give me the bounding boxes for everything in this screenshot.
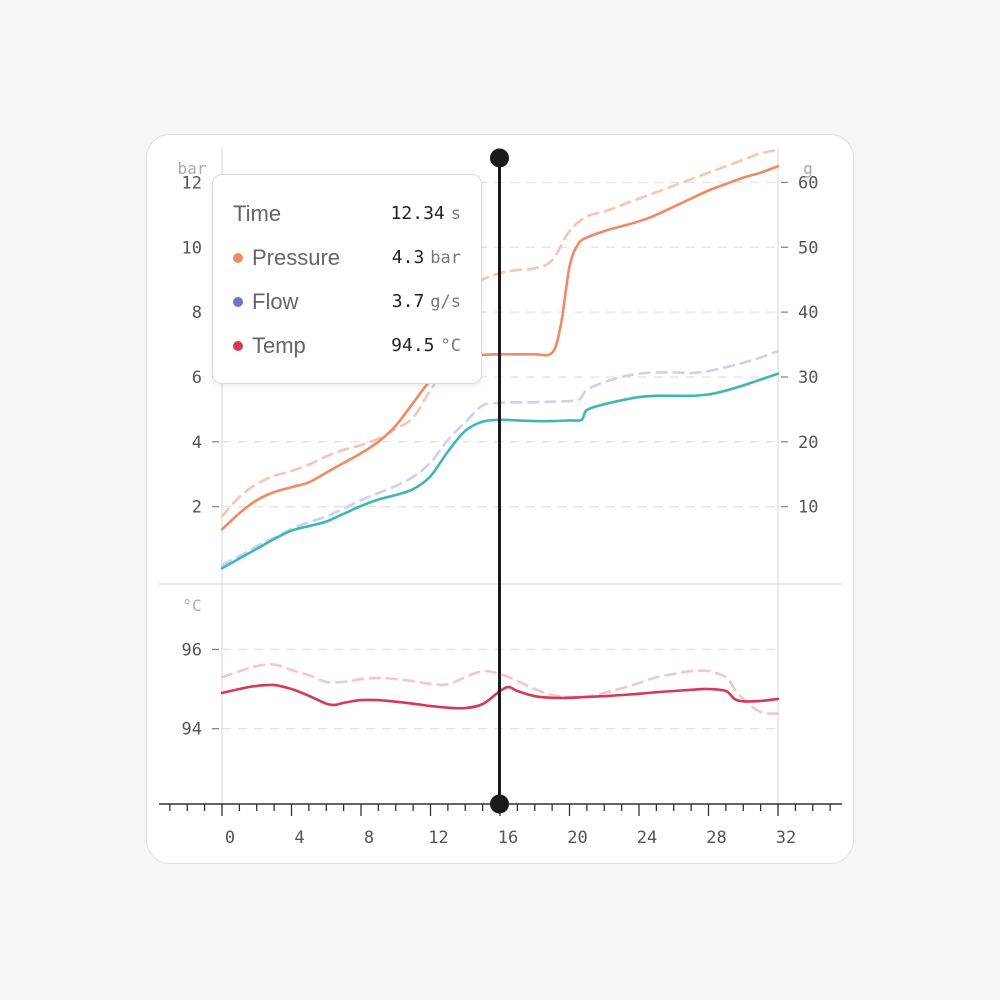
tooltip-label: Time xyxy=(233,201,282,226)
left-unit-label: bar xyxy=(178,159,207,178)
tooltip-label: Flow xyxy=(252,289,299,314)
tooltip-unit: °C xyxy=(440,336,461,356)
tooltip-number: 12.34 xyxy=(390,203,445,224)
bottom-tick-label: 96 xyxy=(182,640,202,660)
tooltip-unit: bar xyxy=(430,248,461,268)
left-tick-label: 6 xyxy=(192,368,202,388)
right-tick-label: 30 xyxy=(798,368,818,388)
right-tick-label: 10 xyxy=(798,498,818,518)
tooltip: Time 12.34 s Pressure 4.3 bar Flow 3.7 g/s … xyxy=(212,174,482,384)
tooltip-value: 94.5 °C xyxy=(391,331,461,362)
left-tick-label: 4 xyxy=(192,433,202,453)
right-tick-label: 50 xyxy=(798,238,818,258)
left-tick-label: 8 xyxy=(192,303,202,323)
tooltip-value: 3.7 g/s xyxy=(392,287,461,318)
x-tick-label: 0 xyxy=(225,828,235,848)
cursor-layer[interactable] xyxy=(490,148,509,814)
x-tick-label: 32 xyxy=(776,828,796,848)
tooltip-number: 94.5 xyxy=(391,335,435,356)
tooltip-unit: g/s xyxy=(430,292,461,312)
series-weight_ref-line xyxy=(220,349,780,567)
right-tick-label: 20 xyxy=(798,433,818,453)
cursor-bottom-handle[interactable] xyxy=(490,794,509,814)
tooltip-row-time: Time 12.34 s xyxy=(233,199,461,229)
pressure-dot-icon xyxy=(233,253,243,263)
series-layer xyxy=(220,148,780,715)
cursor-top-handle[interactable] xyxy=(490,148,509,168)
tooltip-value: 4.3 bar xyxy=(392,243,461,274)
tooltip-value: 12.34 s xyxy=(391,199,461,230)
tooltip-row-temp: Temp 94.5 °C xyxy=(233,331,461,361)
tooltip-number: 4.3 xyxy=(391,247,425,268)
tooltip-label: Pressure xyxy=(252,245,341,270)
x-tick-label: 4 xyxy=(294,828,304,848)
tooltip-row-pressure: Pressure 4.3 bar xyxy=(233,243,461,273)
left-tick-label: 12 xyxy=(182,173,202,193)
left-tick-label: 2 xyxy=(192,498,202,518)
x-tick-label: 28 xyxy=(706,828,726,848)
series-pressure-line xyxy=(220,164,780,531)
tooltip-unit: s xyxy=(450,204,461,224)
tooltip-number: 3.7 xyxy=(391,291,425,312)
x-tick-label: 16 xyxy=(498,828,518,848)
right-tick-label: 40 xyxy=(798,303,818,323)
series-pressure_ref-line xyxy=(220,148,780,518)
x-tick-label: 20 xyxy=(567,828,587,848)
tooltip-label: Temp xyxy=(252,333,306,358)
series-temp-line xyxy=(220,683,780,710)
bottom-unit-label: °C xyxy=(182,596,201,615)
series-temp_ref-line xyxy=(220,662,780,715)
x-tick-label: 24 xyxy=(637,828,657,848)
tooltip-row-flow: Flow 3.7 g/s xyxy=(233,287,461,317)
flow-dot-icon xyxy=(233,297,243,307)
series-weight-line xyxy=(220,372,780,570)
right-tick-label: 60 xyxy=(798,173,818,193)
right-unit-label: g xyxy=(803,159,813,178)
bottom-tick-label: 94 xyxy=(182,720,202,740)
left-tick-label: 10 xyxy=(182,238,202,258)
x-tick-label: 12 xyxy=(428,828,448,848)
temp-dot-icon xyxy=(233,341,243,351)
x-tick-label: 8 xyxy=(364,828,374,848)
